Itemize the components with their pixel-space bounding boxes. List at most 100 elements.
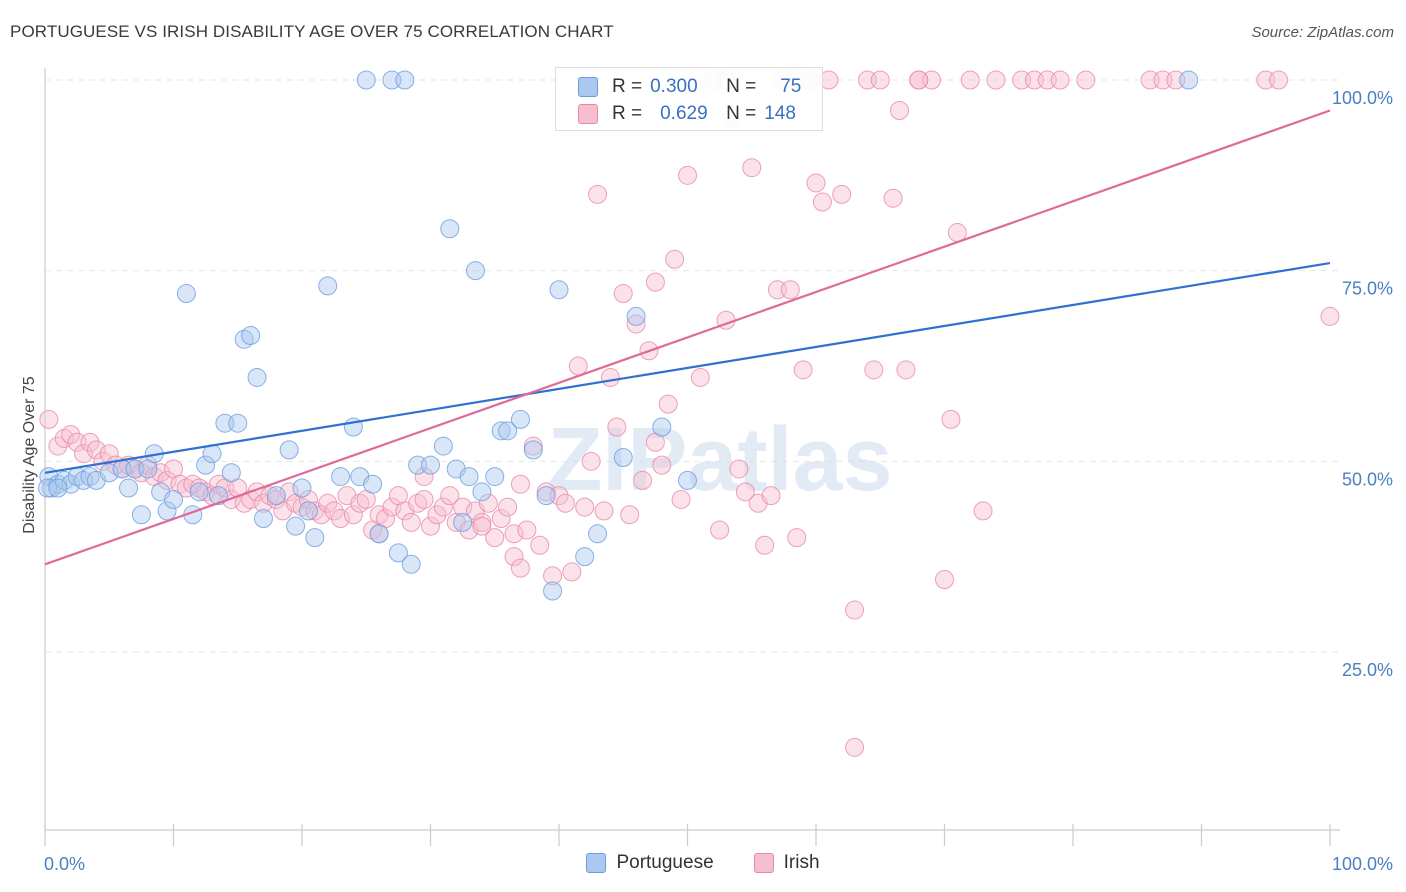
x-tick-label: 100.0%: [1332, 854, 1393, 874]
irish-point: [498, 497, 518, 517]
irish-point: [633, 470, 653, 490]
irish-point: [626, 314, 646, 334]
irish-point: [594, 501, 614, 521]
axes: [44, 68, 1340, 846]
portuguese-point: [196, 455, 216, 475]
legend-row-portuguese: R = 0.300 N = 75: [578, 74, 801, 100]
portuguese-point: [119, 478, 139, 498]
portuguese-point: [48, 478, 68, 498]
irish-point: [883, 188, 903, 208]
irish-point: [620, 505, 640, 525]
portuguese-point: [678, 470, 697, 490]
irish-point: [729, 459, 749, 479]
chart-title: PORTUGUESE VS IRISH DISABILITY AGE OVER …: [10, 22, 614, 41]
irish-point: [555, 493, 575, 513]
irish-point: [298, 489, 318, 509]
irish-point: [665, 249, 685, 269]
portuguese-point: [61, 474, 81, 494]
irish-point: [986, 70, 1006, 90]
irish-point: [80, 432, 100, 452]
portuguese-point: [626, 306, 646, 326]
irish-point: [607, 417, 627, 437]
portuguese-point: [575, 547, 595, 567]
trend-lines: [44, 109, 1331, 566]
irish-point: [755, 535, 775, 555]
legend-n-label: N =: [726, 76, 757, 97]
portuguese-point: [465, 261, 485, 281]
portuguese-point: [498, 421, 518, 441]
irish-point: [311, 505, 331, 525]
portuguese-point: [279, 440, 299, 460]
irish-point: [671, 489, 691, 509]
irish-point: [909, 70, 929, 90]
irish-point: [780, 280, 800, 300]
irish-point: [973, 501, 993, 521]
bottom-legend-swatch-portuguese: [586, 853, 607, 873]
portuguese-point: [363, 474, 383, 494]
irish-point: [414, 467, 434, 487]
portuguese-point: [292, 478, 312, 498]
portuguese-point: [401, 554, 421, 574]
irish-point: [658, 394, 678, 414]
portuguese-point: [247, 367, 267, 387]
legend-swatch-portuguese: [578, 77, 598, 97]
portuguese-point: [38, 478, 58, 498]
y-tick-label: 50.0%: [1342, 469, 1393, 489]
irish-point: [896, 360, 916, 380]
irish-point: [845, 600, 865, 620]
irish-point: [787, 528, 807, 548]
portuguese-point: [157, 501, 177, 521]
legend-n-value: 148: [764, 103, 796, 124]
irish-point: [1320, 306, 1340, 326]
portuguese-trend-line: [44, 261, 1331, 474]
data-points: [38, 70, 1340, 757]
portuguese-point: [510, 409, 530, 429]
irish-point: [742, 158, 762, 178]
irish-point: [279, 482, 299, 502]
irish-point: [1076, 70, 1096, 90]
portuguese-point: [318, 276, 338, 296]
irish-point: [324, 501, 344, 521]
portuguese-point: [356, 70, 376, 90]
irish-point: [491, 509, 511, 529]
portuguese-point: [228, 413, 248, 433]
y-tick-label: 75.0%: [1342, 279, 1393, 299]
irish-point: [600, 367, 620, 387]
bottom-legend-label: Irish: [783, 852, 820, 873]
portuguese-point: [395, 70, 415, 90]
irish-point: [382, 497, 402, 517]
irish-point: [504, 547, 524, 567]
irish-point: [510, 474, 530, 494]
legend-r-label: R =: [612, 76, 643, 97]
irish-point: [941, 409, 961, 429]
irish-point: [157, 470, 177, 490]
irish-point: [343, 505, 363, 525]
irish-point: [613, 284, 633, 304]
portuguese-point: [543, 581, 563, 601]
portuguese-point: [536, 486, 556, 506]
irish-point: [678, 165, 697, 185]
irish-point: [414, 489, 434, 509]
irish-point: [61, 425, 81, 445]
irish-point: [710, 520, 730, 540]
irish-point: [690, 367, 710, 387]
irish-point: [510, 558, 530, 578]
irish-point: [864, 360, 884, 380]
irish-point: [832, 184, 852, 204]
irish-point: [74, 444, 94, 464]
y-tick-label: 100.0%: [1332, 88, 1393, 108]
portuguese-point: [652, 417, 672, 437]
irish-point: [812, 192, 832, 212]
source-label: Source: ZipAtlas.com: [1251, 24, 1394, 41]
irish-point: [568, 356, 588, 376]
portuguese-point: [388, 543, 408, 563]
irish-point: [870, 70, 890, 90]
portuguese-point: [176, 284, 196, 304]
portuguese-point: [485, 467, 505, 487]
irish-point: [1269, 70, 1289, 90]
portuguese-point: [440, 219, 460, 239]
irish-point: [504, 524, 524, 544]
legend-n-label: N =: [726, 103, 757, 124]
irish-point: [735, 482, 755, 502]
irish-point: [581, 451, 601, 471]
